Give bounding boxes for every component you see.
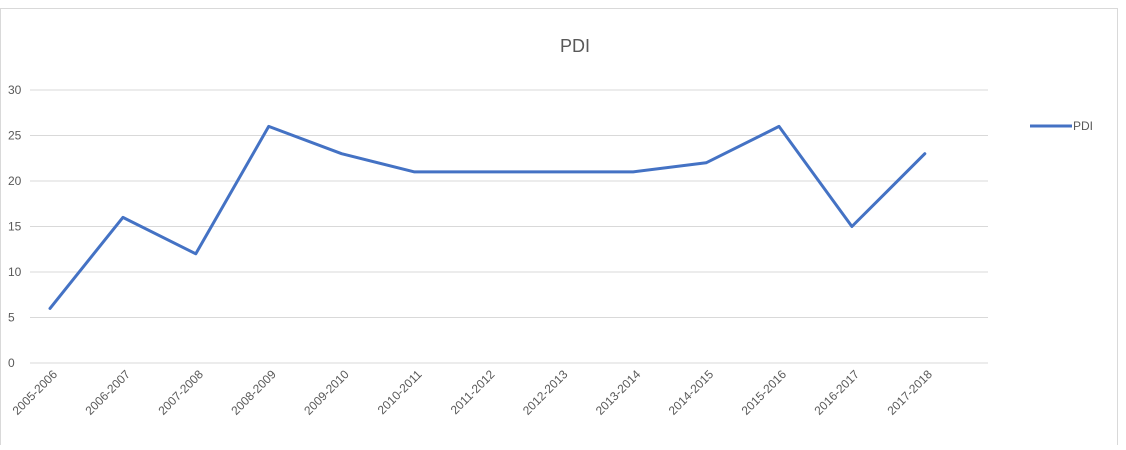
x-tick-label: 2015-2016 (739, 367, 790, 418)
x-tick-label: 2011-2012 (448, 367, 498, 417)
line-series (48, 124, 927, 310)
x-tick-label: 2013-2014 (593, 367, 644, 418)
x-tick-label: 2016-2017 (812, 367, 863, 418)
y-tick-label: 25 (8, 129, 22, 143)
y-tick-label: 30 (8, 83, 22, 97)
y-tick-label: 0 (8, 356, 15, 370)
chart-frame (0, 8, 1118, 450)
y-tick-label: 20 (8, 174, 22, 188)
x-tick-label: 2005-2006 (10, 367, 61, 418)
x-tick-label: 2010-2011 (375, 367, 425, 417)
y-tick-label: 10 (8, 265, 22, 279)
y-tick-label: 15 (8, 220, 22, 234)
x-tick-label: 2006-2007 (83, 367, 134, 418)
y-tick-label: 5 (8, 311, 15, 325)
x-tick-label: 2008-2009 (228, 367, 279, 418)
chart-title: PDI (560, 36, 590, 56)
x-tick-label: 2017-2018 (884, 367, 935, 418)
x-tick-label: 2009-2010 (301, 367, 352, 418)
legend-label: PDI (1073, 119, 1093, 133)
x-tick-label: 2014-2015 (666, 367, 717, 418)
x-tick-label: 2007-2008 (155, 367, 206, 418)
x-tick-label: 2012-2013 (520, 367, 571, 418)
